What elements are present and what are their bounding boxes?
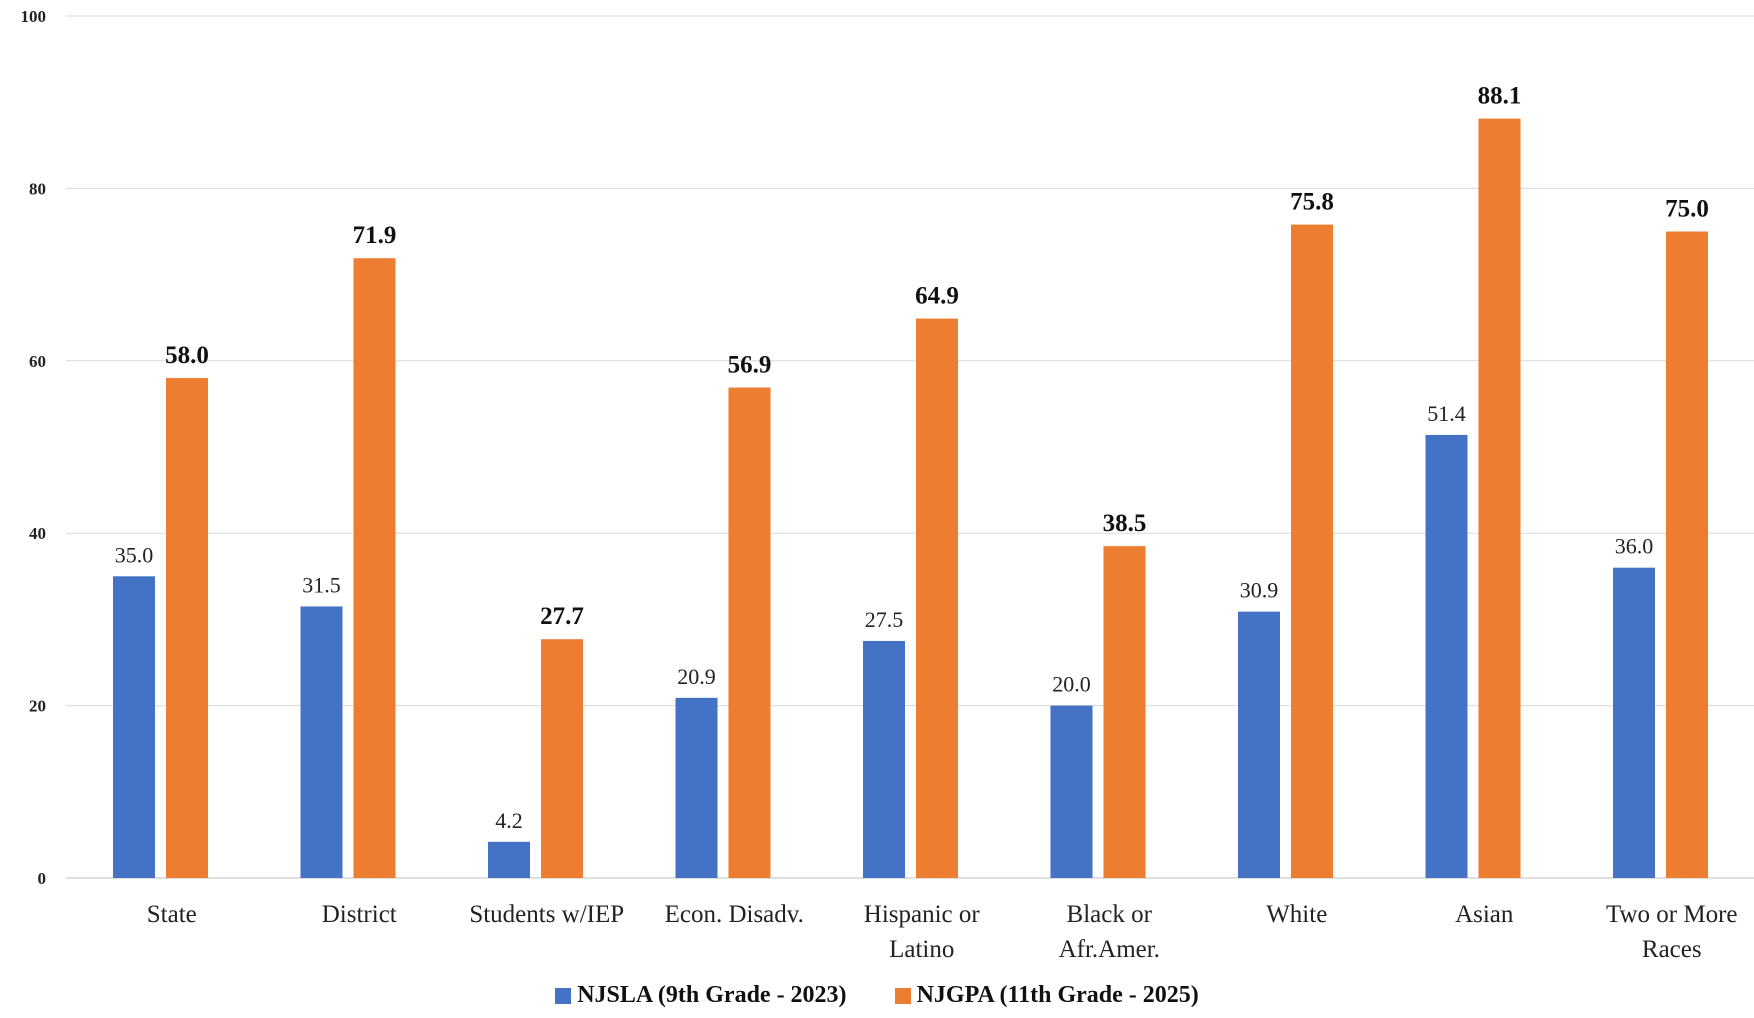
data-label-njgpa: 56.9 (728, 352, 772, 379)
x-tick-label: Econ. Disadv. (665, 901, 804, 928)
x-tick-label: Students w/IEP (469, 901, 624, 928)
y-tick-label: 100 (21, 7, 47, 26)
bar-njsla (1425, 434, 1468, 878)
data-label-njsla: 20.0 (1052, 672, 1091, 697)
bar-njgpa (166, 378, 208, 878)
data-label-njgpa: 38.5 (1103, 510, 1147, 537)
x-tick-label: White (1266, 901, 1327, 928)
x-tick-label: Races (1642, 936, 1702, 963)
data-label-njsla: 51.4 (1427, 401, 1466, 426)
legend-swatch-njsla (555, 987, 572, 1004)
y-tick-label: 40 (29, 524, 46, 543)
data-label-njsla: 35.0 (115, 542, 154, 567)
legend-swatch-njgpa (894, 987, 911, 1004)
y-tick-label: 60 (29, 352, 46, 371)
bar-njsla (488, 841, 530, 878)
bar-njgpa (353, 258, 396, 878)
bar-njsla (675, 697, 718, 878)
bar-chart: 0 20 40 60 80 100 35.0 31.5 4.2 20.9 27.5 20.0 30.9 5… (21, 7, 1754, 963)
bar-njgpa (1291, 224, 1333, 878)
data-label-njsla: 27.5 (865, 607, 904, 632)
data-label-njgpa: 64.9 (915, 283, 959, 310)
bar-njgpa (1103, 546, 1146, 878)
x-tick-label: Two or More (1606, 901, 1738, 928)
y-tick-label: 20 (29, 697, 46, 716)
x-tick-label: Afr.Amer. (1059, 936, 1160, 963)
x-tick-label: Black or (1067, 901, 1153, 928)
legend-label-njsla: NJSLA (9th Grade - 2023) (577, 982, 847, 1008)
bar-njgpa (728, 387, 771, 878)
data-label-njgpa: 75.8 (1290, 189, 1334, 216)
x-tick-label: Asian (1455, 901, 1514, 928)
data-label-njgpa: 75.0 (1665, 196, 1709, 223)
data-label-njgpa: 88.1 (1478, 83, 1522, 110)
x-tick-label: District (322, 901, 397, 928)
bar-njsla (1238, 611, 1280, 878)
bar-njsla (863, 640, 905, 878)
bar-njsla (113, 576, 155, 878)
legend-item-njsla: NJSLA (9th Grade - 2023) (555, 982, 847, 1009)
x-tick-label: Hispanic or (864, 901, 981, 928)
y-tick-label: 0 (38, 869, 47, 888)
bar-njgpa (1666, 231, 1708, 878)
data-label-njgpa: 71.9 (353, 222, 397, 249)
bar-njgpa (541, 639, 583, 878)
data-label-njsla: 20.9 (677, 664, 716, 689)
data-label-njsla: 36.0 (1615, 534, 1654, 559)
legend: NJSLA (9th Grade - 2023) NJGPA (11th Gra… (0, 982, 1754, 1009)
data-label-njgpa: 58.0 (165, 342, 209, 369)
data-label-njsla: 4.2 (495, 808, 523, 833)
bar-njsla (300, 606, 343, 878)
data-label-njsla: 31.5 (302, 572, 341, 597)
bar-njgpa (1478, 118, 1521, 878)
y-tick-label: 80 (29, 179, 46, 198)
x-tick-label: State (147, 901, 197, 928)
data-label-njgpa: 27.7 (540, 603, 584, 630)
data-label-njsla: 30.9 (1240, 578, 1279, 603)
bar-njsla (1613, 567, 1655, 878)
legend-item-njgpa: NJGPA (11th Grade - 2025) (894, 982, 1199, 1009)
bar-njsla (1050, 705, 1093, 878)
x-tick-label: Latino (889, 936, 954, 963)
legend-label-njgpa: NJGPA (11th Grade - 2025) (916, 982, 1199, 1008)
bar-njgpa (916, 318, 958, 878)
